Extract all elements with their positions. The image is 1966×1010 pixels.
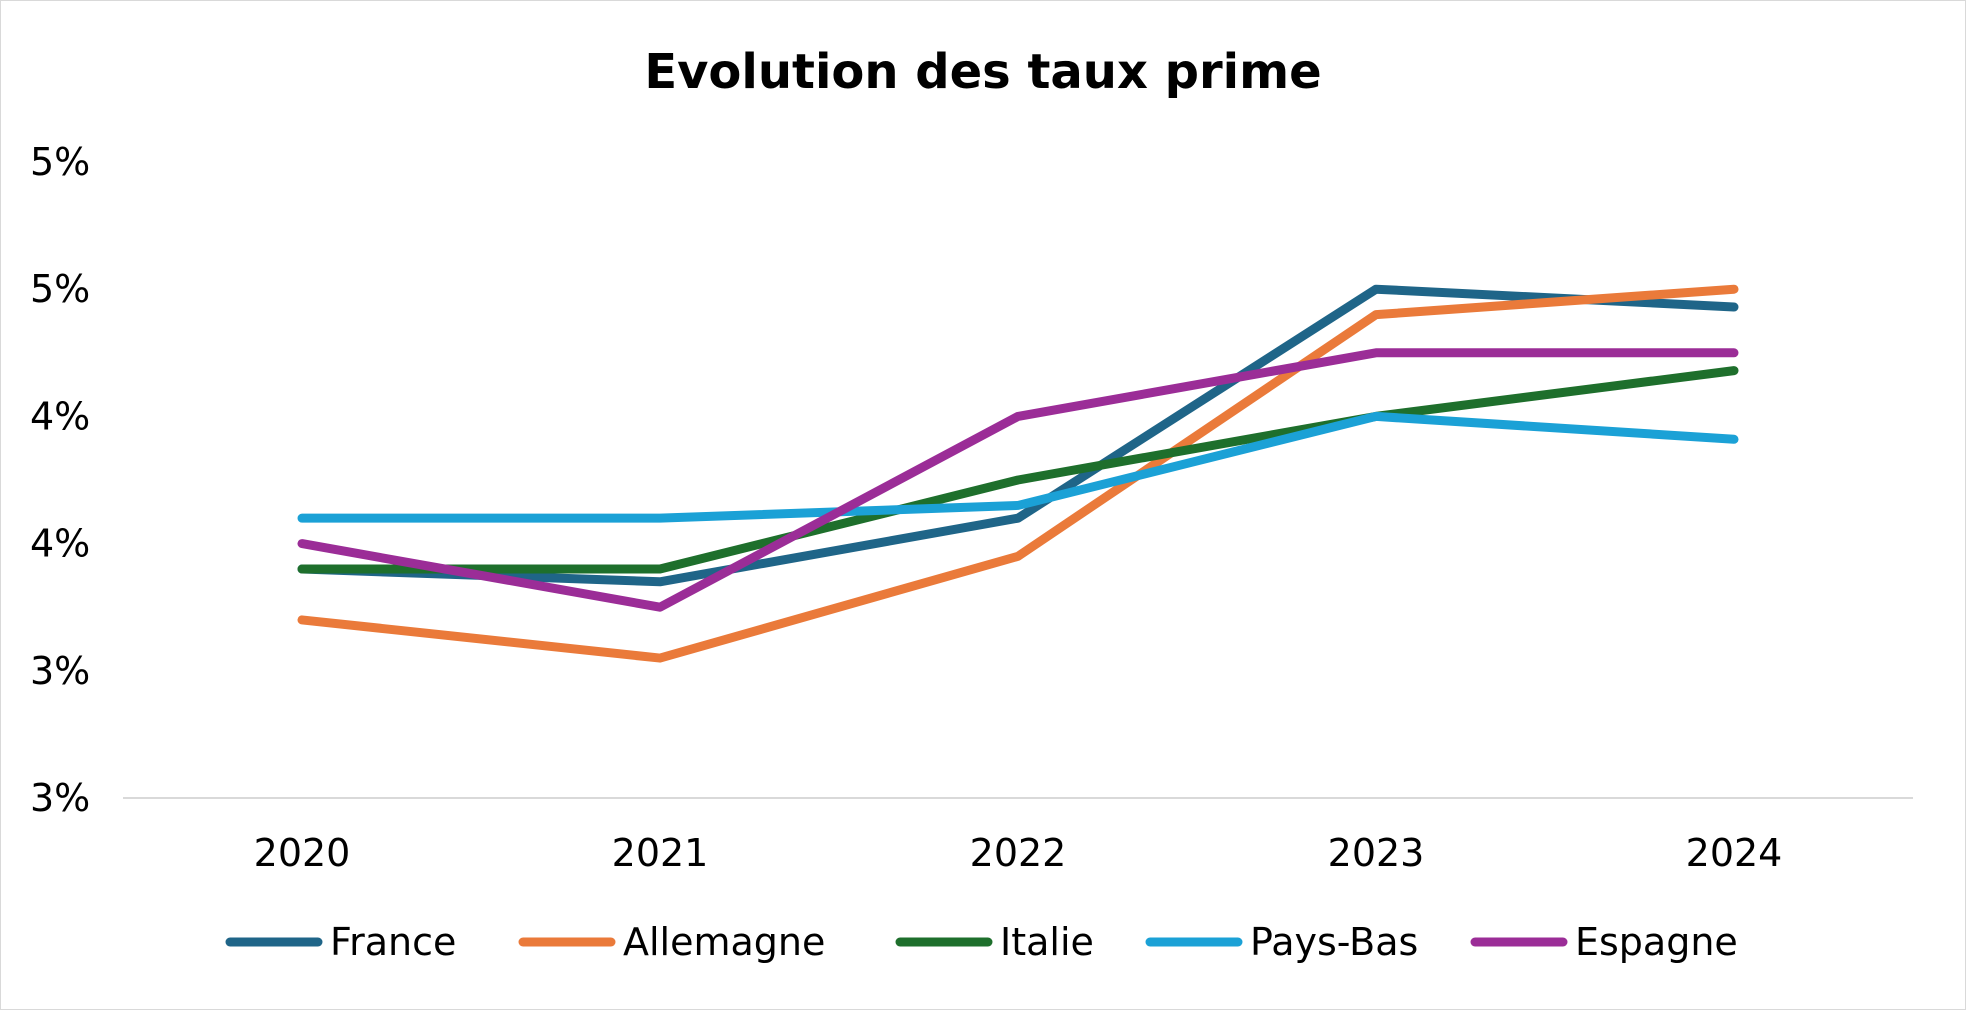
series-line-allemagne	[297, 284, 1739, 663]
series-line-espagne	[297, 348, 1739, 612]
series-line-france	[297, 284, 1739, 587]
y-tick-label: 3%	[30, 649, 90, 693]
y-axis: 3% 3% 4% 4% 5% 5%	[30, 140, 90, 820]
y-tick-label: 4%	[30, 394, 90, 438]
legend-label: France	[330, 920, 456, 964]
x-axis: 2020 2021 2022 2023 2024	[254, 831, 1783, 875]
y-tick-label: 4%	[30, 522, 90, 566]
x-tick-label: 2020	[254, 831, 351, 875]
chart-title: Evolution des taux prime	[644, 44, 1321, 100]
legend-item: Espagne	[1470, 920, 1738, 964]
y-tick-label: 5%	[30, 140, 90, 184]
legend-item: France	[225, 920, 456, 964]
series-line-pays-bas	[297, 411, 1739, 523]
y-tick-label: 5%	[30, 267, 90, 311]
legend-label: Allemagne	[623, 920, 825, 964]
x-tick-label: 2023	[1328, 831, 1425, 875]
legend-label: Pays-Bas	[1250, 920, 1418, 964]
legend-item: Italie	[895, 920, 1094, 964]
legend-item: Pays-Bas	[1145, 920, 1418, 964]
legend-label: Italie	[1000, 920, 1094, 964]
series-line-italie	[297, 366, 1739, 574]
legend: France Allemagne Italie Pays-Bas Espagne	[225, 920, 1738, 964]
x-tick-label: 2022	[970, 831, 1067, 875]
x-tick-label: 2024	[1686, 831, 1783, 875]
legend-item: Allemagne	[518, 920, 825, 964]
x-tick-label: 2021	[612, 831, 709, 875]
y-tick-label: 3%	[30, 776, 90, 820]
legend-label: Espagne	[1575, 920, 1738, 964]
series-group	[297, 284, 1739, 663]
